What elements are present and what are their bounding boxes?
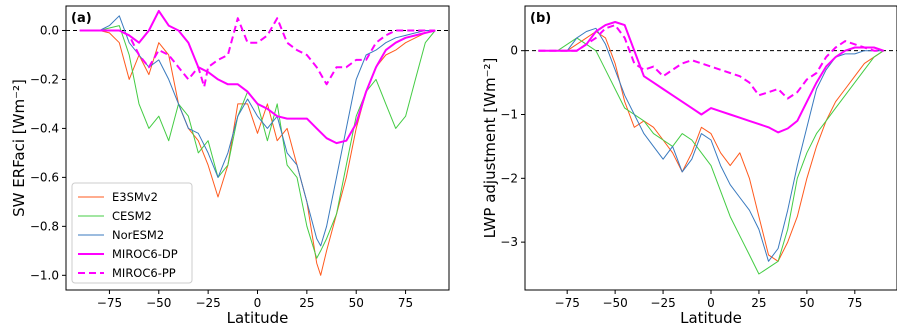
legend-entry-label: E3SMv2 (112, 190, 158, 204)
x-tick-label: 0 (254, 296, 262, 310)
y-tick-label: −0.6 (30, 170, 59, 184)
legend-box (71, 182, 193, 284)
y-axis-title: SW ERFaci [Wm⁻²] (10, 79, 28, 217)
x-tick-label: 75 (398, 296, 413, 310)
y-tick-label: −1 (500, 107, 518, 121)
x-axis-title: Latitude (227, 309, 289, 327)
y-tick-label: −3 (500, 235, 518, 249)
series-line-miroc6-dp (79, 9, 436, 145)
x-axis-title: Latitude (680, 309, 742, 327)
series-line-miroc6-pp (79, 17, 436, 88)
legend-entry-label: CESM2 (112, 209, 152, 223)
legend-entry-label: MIROC6-DP (112, 247, 178, 261)
series-line-noresm2 (538, 27, 884, 262)
y-tick-label: −0.2 (30, 72, 59, 86)
panel-a: −75 −50 −25 0 25 50 75 0.0 −0.2 −0.4 −0.6 −0.8 −1.0 L… (10, 5, 450, 327)
y-tick-label: 0.0 (40, 23, 59, 37)
series-group (538, 21, 884, 275)
series-line-e3smv2 (538, 31, 884, 262)
legend-entry-label: MIROC6-PP (112, 266, 176, 280)
y-axis-title: LWP adjustment [Wm⁻²] (481, 58, 499, 239)
legend-entry-label: NorESM2 (112, 228, 164, 242)
series-line-cesm2 (79, 25, 436, 259)
x-tick-label: 50 (349, 296, 364, 310)
y-tick-label: 0 (510, 44, 518, 58)
series-line-cesm2 (538, 37, 884, 275)
panel-label: (b) (530, 11, 551, 26)
x-tick-label: −50 (146, 296, 171, 310)
series-line-miroc6-dp (538, 21, 884, 134)
x-tick-label: 0 (707, 296, 715, 310)
legend: E3SMv2 CESM2 NorESM2 MIROC6-DP MIROC6-PP (71, 182, 193, 284)
series-group (79, 9, 436, 276)
y-tick-label: −1.0 (30, 268, 59, 282)
panel-label: (a) (71, 11, 92, 26)
x-tick-label: 50 (799, 296, 814, 310)
series-line-miroc6-pp (538, 24, 884, 100)
x-tick-label: 25 (751, 296, 766, 310)
x-tick-label: −75 (97, 296, 122, 310)
x-tick-label: −25 (650, 296, 675, 310)
x-tick-label: −25 (195, 296, 220, 310)
y-tick-label: −2 (500, 171, 518, 185)
y-tick-label: −0.8 (30, 219, 59, 233)
x-tick-label: 75 (847, 296, 862, 310)
x-tick-label: 25 (299, 296, 314, 310)
x-tick-label: −50 (602, 296, 627, 310)
y-tick-label: −0.4 (30, 121, 59, 135)
x-tick-label: −75 (555, 296, 580, 310)
panel-b: −75 −50 −25 0 25 50 75 0 −1 −2 −3 Latitude LWP adjus… (481, 5, 897, 327)
